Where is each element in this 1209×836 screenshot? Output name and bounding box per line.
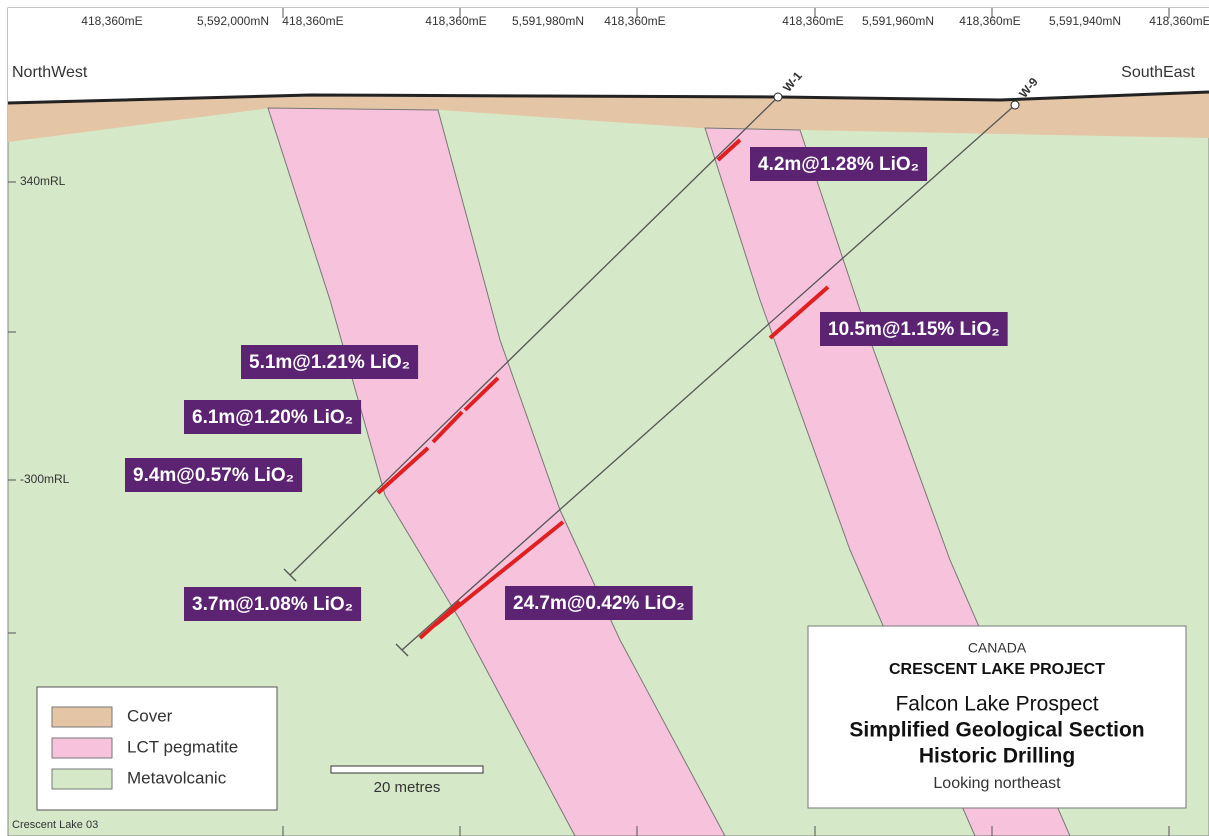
intercept-label: 24.7m@0.42% LiO₂ [513,593,685,614]
title-box: CANADA CRESCENT LAKE PROJECT Falcon Lake… [808,626,1186,808]
coordinate-label: 418,360mE [604,14,665,28]
coordinate-label: 418,360mE [282,14,343,28]
intercept: 9.4m@0.57% LiO₂ [125,458,302,492]
intercept: 10.5m@1.15% LiO₂ [820,312,1008,346]
collar [1011,101,1019,109]
coordinate-label: 418,360mE [81,14,142,28]
legend: Cover LCT pegmatite Metavolcanic [37,687,277,810]
intercept: 3.7m@1.08% LiO₂ [184,587,361,621]
intercept-label: 4.2m@1.28% LiO₂ [758,154,919,175]
intercept-label: 6.1m@1.20% LiO₂ [192,407,353,428]
coordinate-label: 5,591,960mN [862,14,934,28]
intercept-label: 5.1m@1.21% LiO₂ [249,352,410,373]
coordinate-label: 5,591,940mN [1049,14,1121,28]
direction-label: SouthEast [1121,64,1195,81]
intercept-label: 10.5m@1.15% LiO₂ [828,319,1000,340]
title-text: Historic Drilling [919,745,1075,768]
figure-id: Crescent Lake 03 [12,819,98,831]
rl-label: -300mRL [20,472,70,486]
coordinate-label: 5,592,000mN [197,14,269,28]
direction-label: NorthWest [12,64,88,81]
intercept-label: 3.7m@1.08% LiO₂ [192,594,353,615]
scale-label: 20 metres [374,779,441,796]
intercept: 6.1m@1.20% LiO₂ [184,400,361,434]
rl-label: 340mRL [20,174,66,188]
title-text: Simplified Geological Section [849,719,1144,742]
title-text: CANADA [968,640,1027,656]
title-text: CRESCENT LAKE PROJECT [889,661,1105,678]
legend-label: LCT pegmatite [127,737,238,756]
intercept: 24.7m@0.42% LiO₂ [505,586,693,620]
title-text: Falcon Lake Prospect [895,693,1098,716]
intercept-label: 9.4m@0.57% LiO₂ [133,465,294,486]
intercept: 4.2m@1.28% LiO₂ [750,147,927,181]
legend-label: Metavolcanic [127,768,227,787]
coordinate-label: 5,591,980mN [512,14,584,28]
intercept: 5.1m@1.21% LiO₂ [241,345,418,379]
coordinate-label: 418,360mE [1149,14,1209,28]
coordinate-label: 418,360mE [782,14,843,28]
collar [774,93,782,101]
title-text: Looking northeast [933,775,1061,792]
legend-label: Cover [127,706,173,725]
scale-bar [331,766,483,773]
section: 418,360mE 5,592,000mN 418,360mE 418,360mE 5,… [0,0,1209,836]
coordinate-label: 418,360mE [959,14,1020,28]
coordinate-label: 418,360mE [425,14,486,28]
